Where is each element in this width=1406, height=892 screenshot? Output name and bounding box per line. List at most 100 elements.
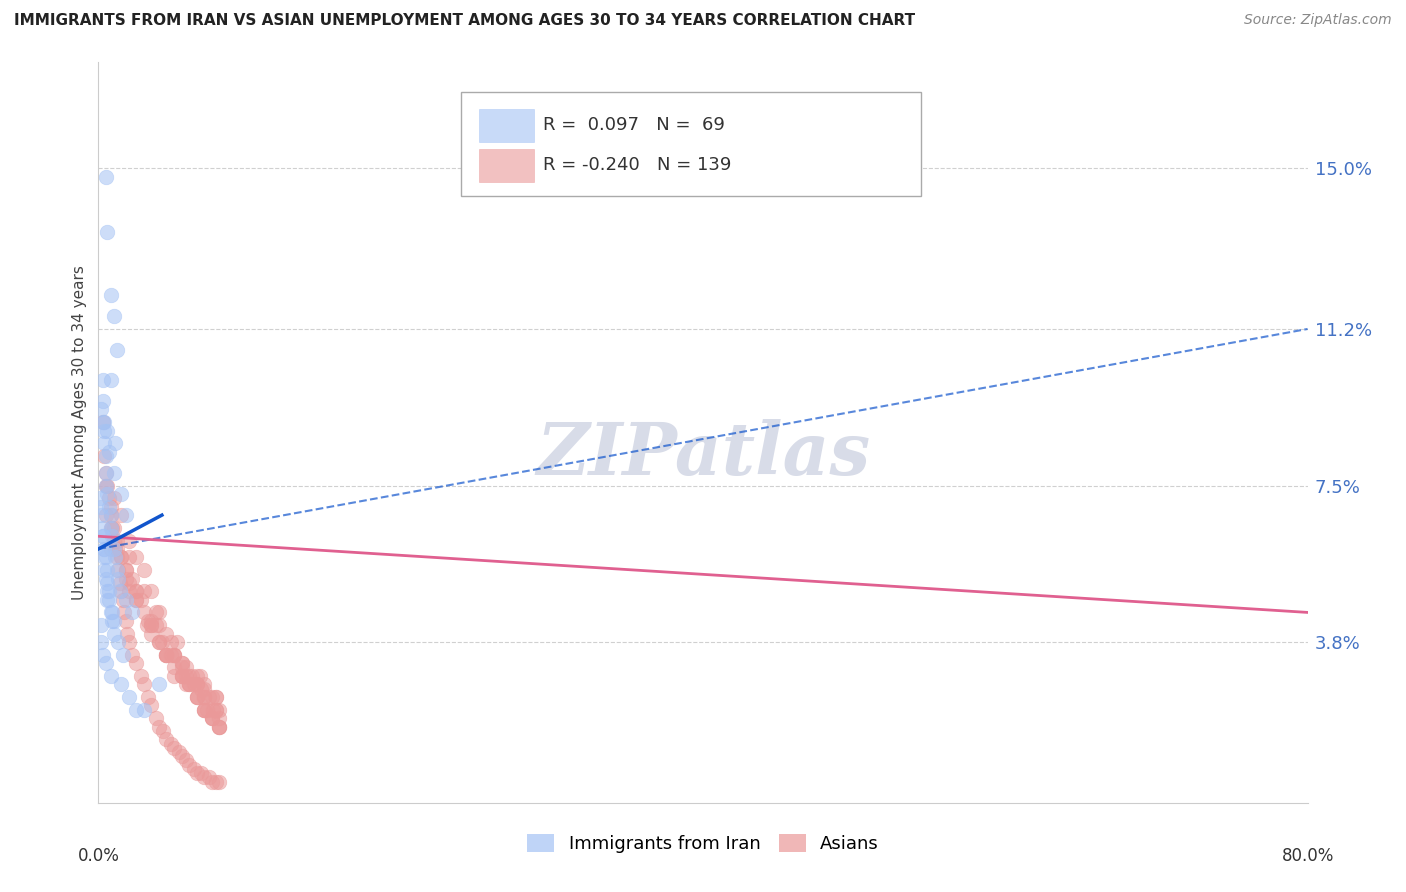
Point xyxy=(160,635,183,649)
Point xyxy=(136,690,159,704)
Point xyxy=(105,533,128,548)
Point xyxy=(93,415,115,429)
Point xyxy=(93,541,115,556)
Point xyxy=(125,592,148,607)
Point xyxy=(103,533,125,548)
Text: 80.0%: 80.0% xyxy=(1281,847,1334,865)
Point xyxy=(91,648,114,662)
Point xyxy=(100,500,122,514)
FancyBboxPatch shape xyxy=(479,149,534,182)
Point xyxy=(111,648,134,662)
Point xyxy=(121,606,143,620)
Point xyxy=(152,723,174,738)
Point xyxy=(96,592,118,607)
Point xyxy=(118,690,141,704)
Point xyxy=(96,424,118,438)
Point xyxy=(202,703,225,717)
Point xyxy=(98,491,121,506)
Point xyxy=(179,669,201,683)
Point xyxy=(150,635,173,649)
Point xyxy=(193,677,215,691)
Point xyxy=(94,572,117,586)
Point xyxy=(205,703,228,717)
Point xyxy=(155,626,177,640)
Point xyxy=(103,491,125,506)
Point xyxy=(105,550,128,565)
Point xyxy=(103,521,125,535)
Point xyxy=(170,749,193,764)
Point xyxy=(110,550,132,565)
Point xyxy=(121,572,143,586)
Point xyxy=(114,563,136,577)
Point xyxy=(91,415,114,429)
Point xyxy=(186,766,208,780)
Point xyxy=(93,541,115,556)
Point xyxy=(201,711,224,725)
Point xyxy=(101,614,124,628)
Point xyxy=(129,592,152,607)
Point xyxy=(174,677,197,691)
Point xyxy=(100,606,122,620)
Point xyxy=(155,648,177,662)
Point xyxy=(91,529,114,543)
Point xyxy=(193,703,215,717)
Point xyxy=(96,225,118,239)
Point xyxy=(208,720,231,734)
Point xyxy=(190,766,212,780)
Point xyxy=(104,541,127,556)
Point xyxy=(100,508,122,522)
Point xyxy=(98,592,121,607)
Legend: Immigrants from Iran, Asians: Immigrants from Iran, Asians xyxy=(520,827,886,861)
Point xyxy=(114,572,136,586)
Point xyxy=(174,754,197,768)
Point xyxy=(193,703,215,717)
Point xyxy=(201,690,224,704)
Point xyxy=(170,669,193,683)
Text: 0.0%: 0.0% xyxy=(77,847,120,865)
Point xyxy=(148,635,170,649)
Point xyxy=(181,669,204,683)
Point xyxy=(90,508,112,522)
Point xyxy=(193,681,215,696)
Point xyxy=(179,677,201,691)
Point xyxy=(208,720,231,734)
Point xyxy=(148,618,170,632)
Point xyxy=(93,424,115,438)
Point xyxy=(132,584,155,599)
Point xyxy=(186,690,208,704)
Point xyxy=(98,444,121,458)
Point xyxy=(91,415,114,429)
Point xyxy=(90,500,112,514)
Point xyxy=(205,774,228,789)
Point xyxy=(105,563,128,577)
Point xyxy=(93,550,115,565)
Point xyxy=(103,541,125,556)
Point xyxy=(136,614,159,628)
Point xyxy=(201,711,224,725)
Point xyxy=(205,690,228,704)
Point xyxy=(208,711,231,725)
Point xyxy=(125,584,148,599)
Point xyxy=(94,466,117,480)
Point xyxy=(141,626,163,640)
Point xyxy=(110,487,132,501)
Point xyxy=(193,703,215,717)
Point xyxy=(148,720,170,734)
Point xyxy=(98,500,121,514)
Point xyxy=(94,508,117,522)
Point xyxy=(96,563,118,577)
Point xyxy=(90,402,112,417)
Point xyxy=(100,541,122,556)
Point xyxy=(94,169,117,184)
Point xyxy=(104,550,127,565)
Point xyxy=(125,592,148,607)
Point xyxy=(125,703,148,717)
Point xyxy=(163,648,186,662)
Text: R =  0.097   N =  69: R = 0.097 N = 69 xyxy=(543,116,725,135)
FancyBboxPatch shape xyxy=(479,109,534,143)
Point xyxy=(141,618,163,632)
Point xyxy=(110,677,132,691)
Point xyxy=(145,618,167,632)
Point xyxy=(132,606,155,620)
Point xyxy=(205,703,228,717)
